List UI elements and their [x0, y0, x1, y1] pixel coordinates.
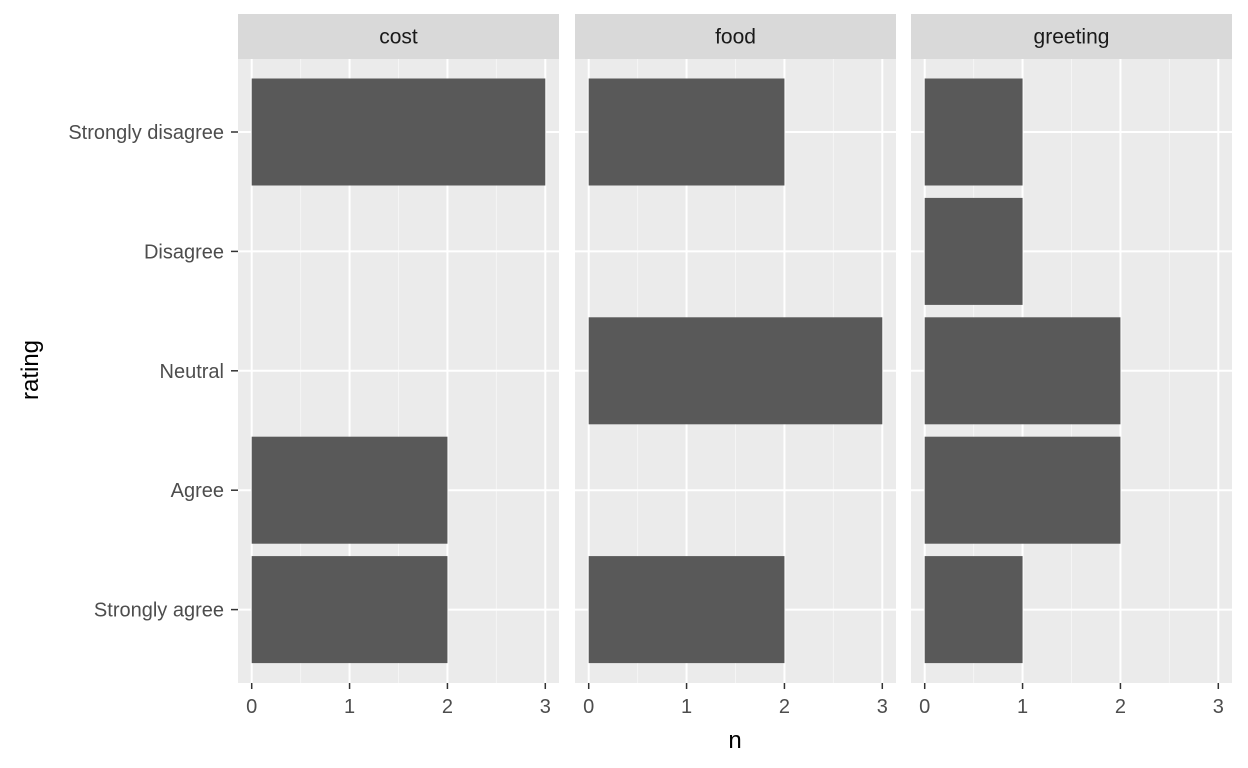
bar-cost-strongly-disagree — [251, 78, 546, 186]
facet-panels: cost 0 1 2 3 food 0 1 2 3 greeting 0 1 2 3 — [238, 14, 1232, 718]
x-tick-label: 3 — [1213, 696, 1224, 718]
bar-greeting-neutral — [924, 317, 1121, 425]
bar-greeting-disagree — [924, 197, 1023, 305]
bar-cost-strongly-agree — [251, 556, 448, 664]
facet-label: food — [715, 26, 756, 49]
x-tick-label: 0 — [583, 696, 594, 718]
facet-panel-cost: cost 0 1 2 3 — [238, 14, 559, 718]
facet-panel-greeting: greeting 0 1 2 3 — [911, 14, 1232, 718]
y-tick-label: Disagree — [144, 241, 224, 263]
facet-label: cost — [379, 26, 418, 49]
x-tick-label: 0 — [246, 696, 257, 718]
x-tick-label: 1 — [344, 696, 355, 718]
x-tick-label: 3 — [540, 696, 551, 718]
bar-greeting-strongly-agree — [924, 556, 1023, 664]
x-tick-label: 3 — [877, 696, 888, 718]
x-tick-label: 2 — [779, 696, 790, 718]
facet-panel-food: food 0 1 2 3 — [575, 14, 896, 718]
y-tick-label: Neutral — [160, 361, 224, 383]
bar-food-strongly-agree — [588, 556, 785, 664]
bar-greeting-strongly-disagree — [924, 78, 1023, 186]
x-tick-label: 2 — [442, 696, 453, 718]
x-tick-label: 0 — [919, 696, 930, 718]
y-tick-label: Strongly disagree — [68, 122, 224, 144]
bar-food-strongly-disagree — [588, 78, 785, 186]
facet-label: greeting — [1034, 26, 1110, 49]
x-axis-title: n — [728, 727, 741, 754]
y-tick-label: Agree — [171, 480, 224, 502]
x-tick-label: 1 — [681, 696, 692, 718]
bar-food-neutral — [588, 317, 883, 425]
y-tick-label: Strongly agree — [94, 600, 224, 622]
bar-greeting-agree — [924, 436, 1121, 544]
facet-strip — [911, 14, 1232, 59]
x-tick-label: 1 — [1017, 696, 1028, 718]
facet-strip — [238, 14, 559, 59]
facet-strip — [575, 14, 896, 59]
bar-cost-agree — [251, 436, 448, 544]
x-tick-label: 2 — [1115, 696, 1126, 718]
y-axis: Strongly disagree Disagree Neutral Agree Str… — [68, 122, 238, 622]
y-axis-title: rating — [17, 340, 44, 400]
